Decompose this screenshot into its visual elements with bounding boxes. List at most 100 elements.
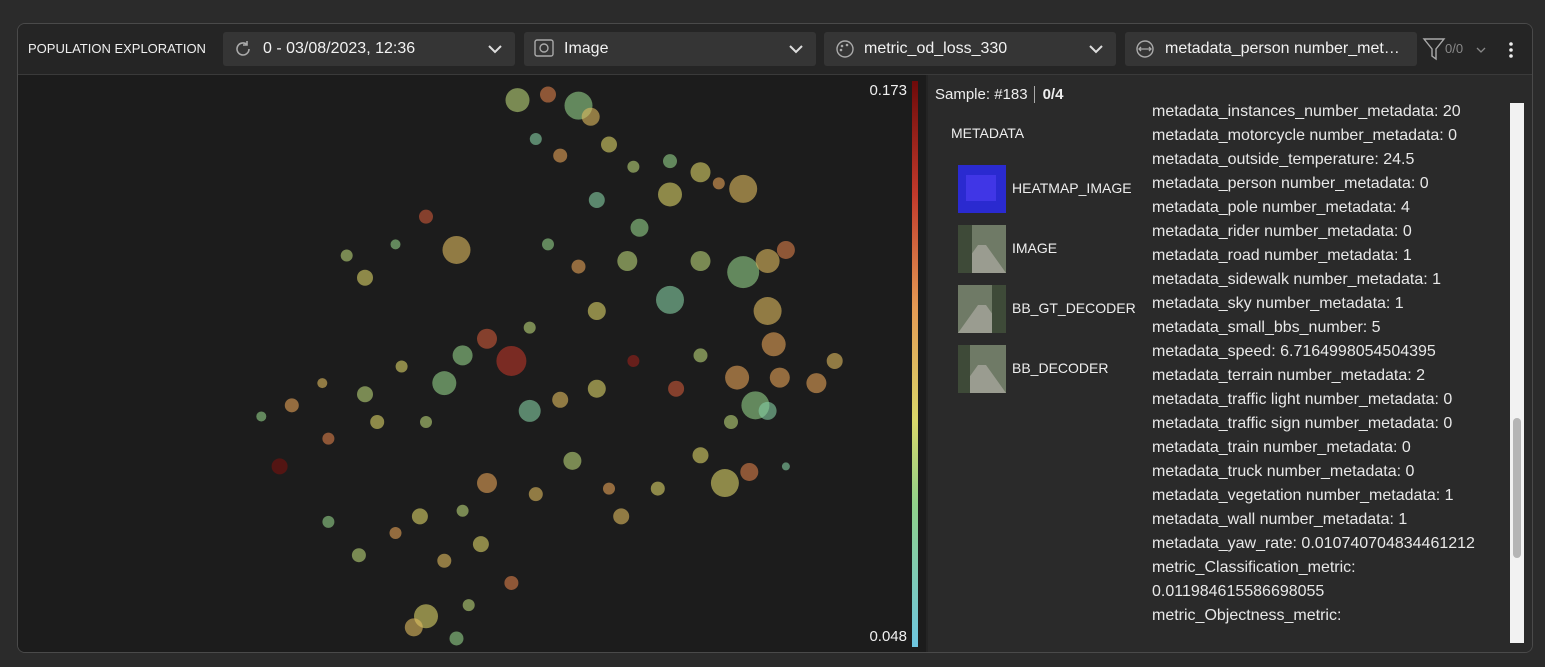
sample-point[interactable] [472, 536, 489, 553]
sample-point[interactable] [437, 553, 452, 568]
sample-point[interactable] [690, 251, 711, 272]
sample-point[interactable] [432, 371, 457, 396]
sample-point[interactable] [693, 348, 708, 363]
sample-point[interactable] [668, 380, 685, 397]
filter-icon[interactable] [1422, 37, 1446, 63]
visualizer-item[interactable]: HEATMAP_IMAGE [958, 165, 1138, 213]
toolbar: POPULATION EXPLORATION 0 - 03/08/2023, 1… [18, 24, 1532, 75]
sample-point[interactable] [627, 354, 640, 367]
more-menu[interactable] [1508, 41, 1514, 59]
sample-point[interactable] [663, 154, 677, 169]
sample-point[interactable] [462, 599, 475, 612]
sample-point[interactable] [781, 462, 790, 471]
visualizer-item[interactable]: IMAGE [958, 225, 1138, 273]
sample-point[interactable] [727, 256, 760, 289]
metadata-line: metadata_small_bbs_number: 5 [1152, 319, 1381, 336]
visualizer-item[interactable]: BB_GT_DECODER [958, 285, 1138, 333]
sample-point[interactable] [650, 481, 665, 496]
sample-point[interactable] [627, 160, 640, 173]
sample-point[interactable] [587, 302, 606, 320]
visualizer-item[interactable]: BB_DECODER [958, 345, 1138, 393]
metadata-line: metric_Objectness_metric: [1152, 607, 1342, 624]
sample-point[interactable] [528, 487, 543, 502]
sample-point[interactable] [552, 391, 569, 408]
metadata-line: metadata_motorcycle number_metadata: 0 [1152, 127, 1458, 144]
sample-point[interactable] [505, 88, 530, 113]
sample-point[interactable] [529, 132, 542, 145]
sample-point[interactable] [357, 386, 373, 403]
sample-point[interactable] [404, 618, 423, 637]
sample-point[interactable] [370, 415, 385, 429]
metadata-line: metadata_road number_metadata: 1 [1152, 247, 1412, 264]
sample-point[interactable] [710, 469, 739, 498]
sample-point[interactable] [452, 345, 473, 366]
sample-point[interactable] [390, 239, 401, 250]
colorbar-min: 0.048 [869, 628, 907, 645]
sample-point[interactable] [542, 238, 554, 251]
sample-point[interactable] [284, 398, 299, 413]
sample-point[interactable] [826, 352, 843, 369]
size-select[interactable]: metadata_person number_metadata [1125, 32, 1417, 66]
sample-point[interactable] [477, 473, 497, 494]
sample-point[interactable] [504, 575, 519, 590]
sample-point[interactable] [351, 548, 366, 563]
sample-point[interactable] [456, 504, 469, 517]
panel-title: POPULATION EXPLORATION [28, 41, 206, 56]
sample-point[interactable] [776, 240, 795, 259]
sample-point[interactable] [420, 416, 432, 428]
sample-point[interactable] [322, 515, 335, 528]
sample-point[interactable] [712, 177, 725, 190]
colorbar-max: 0.173 [869, 82, 907, 99]
sample-point[interactable] [395, 360, 408, 373]
sample-point[interactable] [740, 462, 759, 481]
sample-point[interactable] [755, 249, 780, 274]
sample-point[interactable] [523, 321, 536, 334]
sample-point[interactable] [411, 508, 428, 525]
sample-point[interactable] [357, 269, 373, 286]
sample-point[interactable] [601, 136, 617, 153]
sample-point[interactable] [563, 451, 582, 470]
scrollbar[interactable] [1510, 103, 1524, 643]
sample-point[interactable] [656, 285, 684, 314]
sample-point[interactable] [729, 174, 758, 203]
sample-point[interactable] [317, 378, 328, 389]
sample-point[interactable] [603, 482, 615, 495]
sample-point[interactable] [725, 365, 750, 390]
sample-point[interactable] [256, 411, 267, 422]
metadata-tab[interactable]: METADATA [951, 125, 1025, 141]
sample-point[interactable] [690, 162, 711, 183]
sample-point[interactable] [587, 379, 606, 398]
sample-point[interactable] [806, 373, 827, 394]
sample-point[interactable] [758, 401, 777, 420]
sample-point[interactable] [581, 107, 600, 126]
sample-point[interactable] [518, 399, 541, 422]
sample-point[interactable] [769, 367, 790, 388]
sample-point[interactable] [617, 251, 638, 272]
sample-point[interactable] [496, 345, 527, 376]
metadata-line: metadata_pole number_metadata: 4 [1152, 199, 1410, 216]
sample-point[interactable] [588, 192, 605, 208]
sample-point[interactable] [540, 86, 556, 103]
visualization-select[interactable]: Image [524, 32, 816, 66]
sample-point[interactable] [449, 631, 464, 646]
sample-point[interactable] [724, 415, 738, 429]
sample-point[interactable] [753, 297, 782, 325]
sample-point[interactable] [761, 332, 786, 357]
sample-point[interactable] [340, 249, 353, 262]
sample-point[interactable] [442, 235, 471, 264]
metadata-line: metadata_traffic sign number_metadata: 0 [1152, 415, 1453, 432]
sample-point[interactable] [271, 458, 288, 475]
version-select[interactable]: 0 - 03/08/2023, 12:36 [223, 32, 515, 66]
sample-point[interactable] [322, 432, 335, 445]
sample-point[interactable] [658, 182, 682, 207]
sample-point[interactable] [477, 328, 497, 349]
sample-point[interactable] [389, 527, 402, 539]
sample-point[interactable] [692, 447, 709, 464]
refresh-icon [236, 41, 250, 56]
sample-point[interactable] [419, 209, 433, 224]
metric-select[interactable]: metric_od_loss_330 [824, 32, 1116, 66]
sample-point[interactable] [613, 508, 630, 525]
sample-point[interactable] [553, 148, 568, 163]
sample-point[interactable] [630, 218, 649, 237]
sample-point[interactable] [571, 259, 586, 274]
